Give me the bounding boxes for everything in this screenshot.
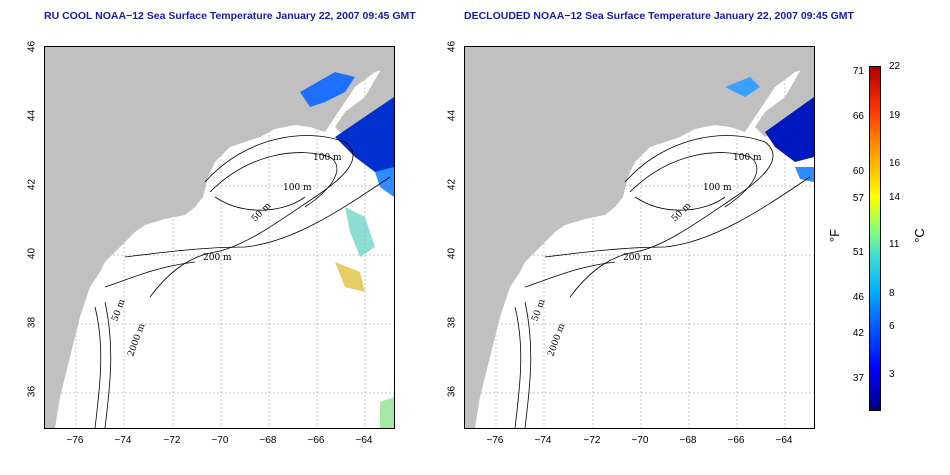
contour-label: 50 m	[530, 298, 547, 323]
lat-tick: 36	[446, 385, 458, 398]
colorbar-f-tick: 66	[852, 111, 864, 122]
lon-tick: −64	[355, 435, 373, 446]
contour-label: 200 m	[203, 253, 232, 263]
lat-tick: 42	[446, 178, 458, 191]
lat-tick: 44	[446, 109, 458, 122]
map-grid	[465, 47, 814, 428]
map-grid	[45, 47, 394, 428]
lat-tick: 38	[446, 316, 458, 329]
lat-tick: 38	[26, 316, 38, 329]
lon-tick: −70	[211, 435, 229, 446]
colorbar-f-tick: 46	[852, 292, 864, 303]
land-mass	[465, 47, 814, 428]
lat-tick: 40	[26, 247, 38, 260]
contour-label: 2000 m	[126, 322, 147, 358]
right-panel-title: DECLOUDED NOAA−12 Sea Surface Temperatur…	[464, 10, 854, 22]
contour-label: 50 m	[670, 201, 694, 225]
lon-tick: −68	[679, 435, 697, 446]
lon-tick: −76	[486, 435, 504, 446]
lon-tick: −76	[66, 435, 84, 446]
contour-label: 200 m	[623, 253, 652, 263]
sst-patches	[725, 77, 814, 182]
colorbar-c-tick: 8	[889, 288, 895, 299]
lat-tick: 44	[26, 109, 38, 122]
right-sst-map: 100 m 100 m 50 m 200 m 50 m 2000 m	[464, 46, 815, 429]
contour-label: 2000 m	[546, 322, 567, 358]
colorbar-c-tick: 16	[889, 158, 901, 169]
sst-patches	[300, 72, 394, 428]
colorbar-c-tick: 3	[889, 369, 895, 380]
colorbar-f-tick: 60	[852, 166, 864, 177]
colorbar-f-tick: 57	[852, 193, 864, 204]
lon-tick: −74	[114, 435, 132, 446]
lon-tick: −66	[727, 435, 745, 446]
colorbar-f-tick: 51	[852, 247, 864, 258]
lat-tick: 46	[26, 40, 38, 53]
contour-label: 100 m	[703, 183, 732, 193]
colorbar-c-tick: 22	[889, 61, 901, 72]
colorbar-c-tick: 11	[889, 239, 900, 250]
contour-label: 100 m	[733, 153, 762, 163]
fahrenheit-unit-label: °F	[827, 228, 843, 243]
lon-tick: −68	[259, 435, 277, 446]
left-sst-map: 100 m 100 m 50 m 200 m 50 m 2000 m	[44, 46, 395, 429]
temperature-colorbar	[869, 66, 881, 411]
colorbar-c-tick: 6	[889, 321, 895, 332]
isobath-contours	[514, 135, 811, 428]
colorbar-gradient	[870, 67, 880, 410]
lat-tick: 40	[446, 247, 458, 260]
left-panel-title: RU COOL NOAA−12 Sea Surface Temperature …	[44, 10, 416, 22]
lon-tick: −64	[775, 435, 793, 446]
lat-tick: 42	[26, 178, 38, 191]
lon-tick: −72	[583, 435, 601, 446]
celsius-unit-label: °C	[911, 228, 927, 243]
lon-tick: −74	[534, 435, 552, 446]
lat-tick: 46	[446, 40, 458, 53]
colorbar-f-tick: 71	[852, 66, 864, 77]
lat-tick: 36	[26, 385, 38, 398]
colorbar-c-tick: 14	[889, 192, 901, 203]
isobath-contours	[94, 135, 391, 428]
contour-label: 100 m	[283, 183, 312, 193]
contour-label: 100 m	[313, 153, 342, 163]
lon-tick: −66	[307, 435, 325, 446]
lon-tick: −72	[163, 435, 181, 446]
colorbar-f-tick: 42	[852, 328, 864, 339]
colorbar-c-tick: 19	[889, 110, 901, 121]
colorbar-f-tick: 37	[852, 373, 864, 384]
contour-label: 50 m	[110, 298, 127, 323]
lon-tick: −70	[631, 435, 649, 446]
land-mass	[45, 47, 394, 428]
contour-label: 50 m	[250, 201, 274, 225]
